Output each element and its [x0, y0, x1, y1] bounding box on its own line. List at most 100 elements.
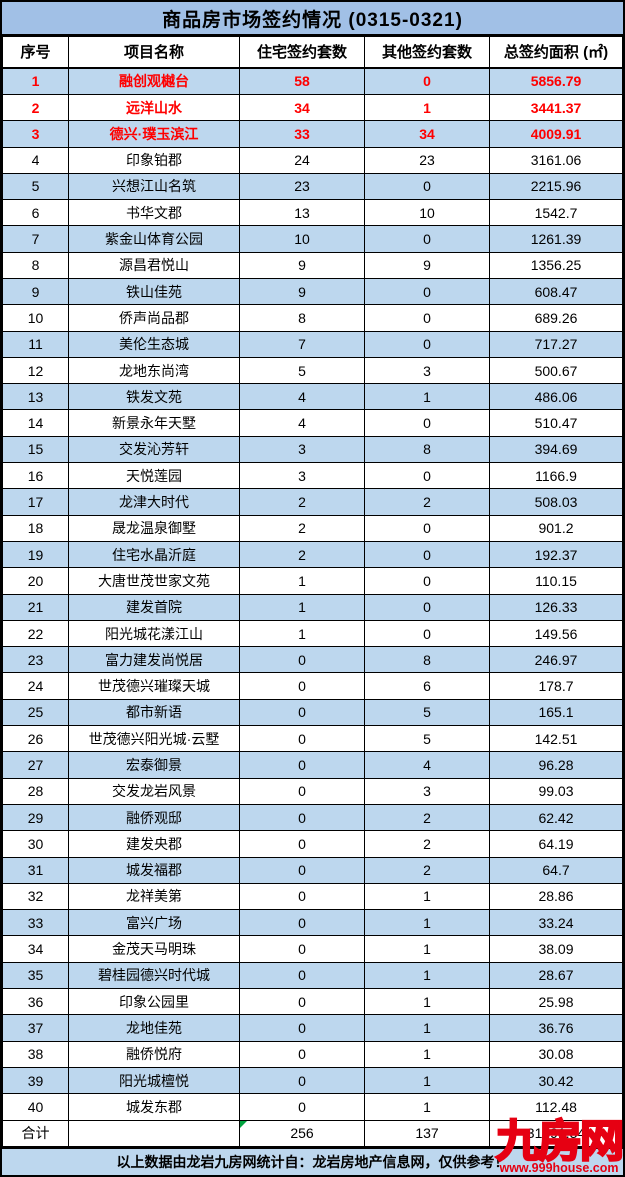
- table-row: 26 世茂德兴阳光城·云墅 0 5 142.51: [2, 725, 623, 753]
- table-cell: 5856.79: [489, 67, 623, 95]
- col-header-residential: 住宅签约套数: [239, 36, 365, 69]
- table-cell: 2: [364, 803, 490, 832]
- table-cell: 64.19: [489, 830, 623, 858]
- table-cell: 0: [239, 1014, 365, 1042]
- table-cell: 住宅水晶沂庭: [68, 540, 240, 569]
- table-cell: 0: [364, 409, 490, 437]
- table-cell: 0: [239, 935, 365, 963]
- table-cell: 0: [239, 988, 365, 1016]
- table-cell: 金茂天马明珠: [68, 935, 240, 963]
- table-row: 20 大唐世茂世家文苑 1 0 110.15: [2, 567, 623, 595]
- table-row: 18 晟龙温泉御墅 2 0 901.2: [2, 514, 623, 542]
- table-cell: 远洋山水: [68, 93, 240, 122]
- table-cell: 508.03: [489, 488, 623, 516]
- table-cell: 建发首院: [68, 593, 240, 621]
- table-cell: 3: [239, 435, 365, 464]
- table-cell: 1: [364, 909, 490, 937]
- table-body: 1 融创观樾台 58 0 5856.79 2 远洋山水 34 1 3441.37 3 德兴·璞玉滨江 3…: [2, 67, 623, 1147]
- table-cell: 0: [364, 225, 490, 253]
- table-cell: 4009.91: [489, 120, 623, 148]
- table-cell: 大唐世茂世家文苑: [68, 567, 240, 595]
- table-cell: 1: [364, 93, 490, 122]
- table-cell: 7: [2, 225, 69, 253]
- table-cell: 源昌君悦山: [68, 251, 240, 280]
- table-cell: 1: [364, 988, 490, 1016]
- table-row: 1 融创观樾台 58 0 5856.79: [2, 67, 623, 95]
- table-cell: 0: [239, 856, 365, 884]
- table-cell: 8: [2, 251, 69, 280]
- table-row: 2 远洋山水 34 1 3441.37: [2, 93, 623, 122]
- table-row: 36 印象公园里 0 1 25.98: [2, 988, 623, 1016]
- table-cell: 碧桂园德兴时代城: [68, 961, 240, 990]
- table-cell: 4: [239, 383, 365, 411]
- table-cell: 城发东郡: [68, 1093, 240, 1121]
- table-cell: 侨声尚品郡: [68, 304, 240, 332]
- table-cell: 1: [239, 593, 365, 621]
- table-cell: 印象铂郡: [68, 146, 240, 174]
- table-cell: 4: [364, 751, 490, 779]
- table-cell: 世茂德兴阳光城·云墅: [68, 725, 240, 753]
- table-cell: 1: [364, 1066, 490, 1095]
- table-cell: 58: [239, 67, 365, 95]
- table-cell: 0: [239, 777, 365, 805]
- table-row: 5 兴想江山名筑 23 0 2215.96: [2, 172, 623, 201]
- table-cell: 2: [239, 488, 365, 516]
- table-cell: 融侨观邸: [68, 803, 240, 832]
- table-cell: 21: [2, 593, 69, 621]
- signing-table: 序号 项目名称 住宅签约套数 其他签约套数 总签约面积 (㎡) 1 融创观樾台 58…: [2, 36, 623, 1147]
- table-row: 21 建发首院 1 0 126.33: [2, 593, 623, 621]
- table-row: 35 碧桂园德兴时代城 0 1 28.67: [2, 961, 623, 990]
- table-cell: 9: [239, 277, 365, 306]
- table-cell: 书华文郡: [68, 199, 240, 227]
- table-cell: 178.7: [489, 672, 623, 700]
- table-cell: 4: [2, 146, 69, 174]
- table-cell: 30.08: [489, 1040, 623, 1068]
- table-cell: 110.15: [489, 567, 623, 595]
- table-row: 39 阳光城檀悦 0 1 30.42: [2, 1066, 623, 1095]
- table-cell: 717.27: [489, 330, 623, 358]
- table-cell: 0: [364, 172, 490, 201]
- table-row: 25 都市新语 0 5 165.1: [2, 698, 623, 727]
- table-cell: 112.48: [489, 1093, 623, 1121]
- table-cell: 1: [364, 1014, 490, 1042]
- table-cell: 3441.37: [489, 93, 623, 122]
- table-cell: 紫金山体育公园: [68, 225, 240, 253]
- table-cell: 2215.96: [489, 172, 623, 201]
- table-cell: 12: [2, 356, 69, 385]
- table-cell: 2: [364, 830, 490, 858]
- table-cell: 建发央郡: [68, 830, 240, 858]
- total-row: 合计 256 137 31391.34: [2, 1119, 623, 1147]
- table-cell: 30: [2, 830, 69, 858]
- table-cell: 铁发文苑: [68, 383, 240, 411]
- table-cell: 5: [364, 725, 490, 753]
- table-cell: 30.42: [489, 1066, 623, 1095]
- table-cell: 9: [2, 277, 69, 306]
- table-cell: 1: [364, 882, 490, 911]
- table-cell: 城发福郡: [68, 856, 240, 884]
- table-cell: 4: [239, 409, 365, 437]
- table-row: 31 城发福郡 0 2 64.7: [2, 856, 623, 884]
- table-cell: 交发龙岩风景: [68, 777, 240, 805]
- table-cell: 13: [2, 383, 69, 411]
- table-row: 27 宏泰御景 0 4 96.28: [2, 751, 623, 779]
- table-cell: 美伦生态城: [68, 330, 240, 358]
- table-cell: 192.37: [489, 540, 623, 569]
- table-cell: 9: [364, 251, 490, 280]
- table-cell: 28.67: [489, 961, 623, 990]
- table-cell: 25: [2, 698, 69, 727]
- table-cell: 64.7: [489, 856, 623, 884]
- table-cell: 1: [364, 383, 490, 411]
- total-area-cell: 31391.34: [489, 1119, 623, 1147]
- table-cell: 25.98: [489, 988, 623, 1016]
- table-cell: 24: [2, 672, 69, 700]
- table-cell: 0: [364, 462, 490, 490]
- table-cell: 36: [2, 988, 69, 1016]
- table-cell: 23: [364, 146, 490, 174]
- table-cell: 9: [239, 251, 365, 280]
- table-cell: 31: [2, 856, 69, 884]
- table-cell: 0: [364, 67, 490, 95]
- table-cell: 0: [239, 803, 365, 832]
- table-cell: 34: [239, 93, 365, 122]
- table-cell: 晟龙温泉御墅: [68, 514, 240, 542]
